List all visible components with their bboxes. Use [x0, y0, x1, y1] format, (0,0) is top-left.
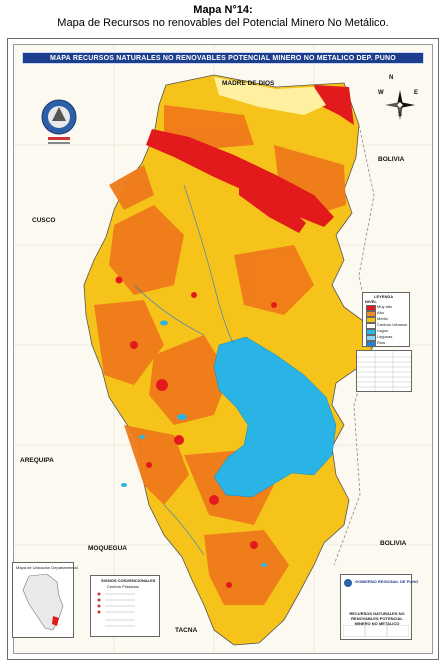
locator-title: Mapa de Ubicación Departamental — [16, 565, 78, 570]
legend-swatch — [366, 323, 376, 329]
conventional-symbols — [97, 592, 135, 627]
legend-swatch — [366, 317, 376, 323]
label-bolivia-bottom: BOLIVIA — [380, 540, 407, 547]
stats-table — [356, 350, 412, 392]
title-block: GOBIERNO REGIONAL DE PUNO RECURSOS NATUR… — [340, 574, 418, 640]
lake-titicaca — [213, 336, 337, 498]
regional-emblem-icon — [41, 99, 77, 144]
conventional-title: SIGNOS CONVENCIONALES — [101, 578, 156, 583]
label-tacna: TACNA — [175, 627, 198, 634]
titleblock-map-name: RECURSOS NATURALES NO RENOVABLES POTENCI… — [349, 611, 405, 626]
titleblock-grid — [343, 625, 409, 637]
legend-label: Rios — [377, 340, 386, 345]
label-bolivia-top: BOLIVIA — [378, 156, 405, 163]
label-cusco: CUSCO — [32, 217, 56, 224]
international-border — [333, 124, 375, 566]
high-potential-zones — [94, 105, 346, 605]
map-title-banner: MAPA RECURSOS NATURALES NO RENOVABLES PO… — [22, 52, 424, 64]
conventional-signs: SIGNOS CONVENCIONALES Centros Poblados — [90, 575, 160, 637]
legend-label: Centros Urbanos — [377, 322, 408, 327]
map-svg — [14, 45, 432, 653]
page-heading: Mapa N°14: Mapa de Recursos no renovable… — [0, 4, 446, 30]
label-madre-de-dios: MADRE DE DIOS — [222, 80, 275, 87]
legend-label: Lagos — [377, 328, 388, 333]
legend-title: LEYENDA — [374, 294, 394, 299]
legend-label: Lagunas — [377, 334, 393, 339]
legend-swatch — [366, 311, 376, 317]
small-lakes — [121, 320, 267, 567]
legend-swatch — [366, 329, 376, 335]
rivers — [133, 184, 235, 556]
legend-swatch — [366, 335, 376, 341]
legend-subtitle: NIVEL — [365, 299, 377, 304]
conventional-subtitle: Centros Poblados — [107, 584, 139, 589]
compass-e: E — [414, 90, 419, 96]
peru-outline-icon — [22, 573, 64, 631]
map-caption: Mapa de Recursos no renovables del Poten… — [57, 17, 389, 29]
very-high-potential-zones — [115, 85, 354, 588]
north-arrow-icon — [385, 90, 415, 120]
legend-swatch — [366, 341, 376, 347]
label-arequipa: AREQUIPA — [20, 457, 54, 464]
compass-w: W — [378, 90, 384, 96]
map-canvas — [13, 44, 433, 654]
legend-label: Alto — [377, 310, 384, 315]
compass-s: S — [398, 112, 403, 118]
legend-label: Muy alto — [377, 304, 393, 309]
stats-table-lines — [357, 351, 411, 391]
label-moquegua: MOQUEGUA — [88, 545, 127, 552]
map-frame — [7, 38, 439, 660]
legend-panel: LEYENDA NIVEL Muy alto Alto Medio Centros U… — [362, 292, 410, 347]
map-number: Mapa N°14: — [193, 4, 253, 16]
northern-lowland — [214, 77, 326, 115]
legend-swatch — [366, 305, 376, 311]
compass-n: N — [389, 75, 394, 81]
legend-label: Medio — [377, 316, 388, 321]
titleblock-org: GOBIERNO REGIONAL DE PUNO — [355, 579, 419, 584]
emblem-small-icon — [344, 579, 352, 587]
locator-map: Mapa de Ubicación Departamental — [12, 562, 78, 638]
